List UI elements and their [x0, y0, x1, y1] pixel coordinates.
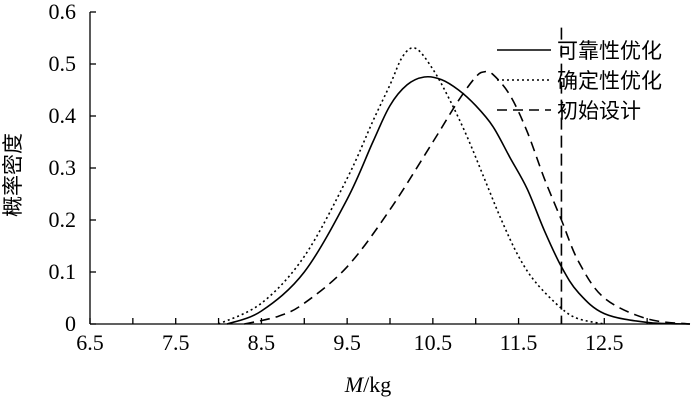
series-layer	[218, 47, 691, 325]
y-tick-label: 0.1	[49, 259, 77, 284]
y-tick-label: 0.2	[49, 207, 77, 232]
x-tick-label: 11.5	[500, 330, 538, 355]
y-tick-label: 0.3	[49, 155, 77, 180]
y-tick-label: 0.6	[49, 0, 77, 24]
x-axis-title-unit: /kg	[363, 372, 391, 397]
y-axis-title: 概率密度	[1, 133, 25, 217]
x-axis-title-symbol: M	[344, 372, 365, 397]
x-tick-label: 8.5	[248, 330, 276, 355]
axes: 0 0.1 0.2 0.3 0.4 0.5 0.6 6.5 7.5 8.5 9.5 10.5 11.5 1…	[49, 0, 690, 355]
y-tick-label: 0	[65, 311, 76, 336]
x-tick-label: 10.5	[414, 330, 453, 355]
series-line-1	[226, 75, 691, 325]
x-tick-label: 6.5	[76, 330, 104, 355]
legend-label-2: 确定性优化	[557, 69, 662, 93]
series-line-2	[218, 47, 605, 325]
y-tick-label: 0.4	[49, 103, 77, 128]
legend-label-3: 初始设计	[557, 99, 641, 123]
y-tick-label: 0.5	[49, 51, 77, 76]
x-axis-title: M/kg	[344, 372, 391, 397]
x-tick-label: 9.5	[333, 330, 361, 355]
x-tick-label: 12.5	[585, 330, 624, 355]
legend-label-1: 可靠性优化	[557, 39, 662, 63]
series-line-3	[244, 70, 691, 325]
x-tick-label: 7.5	[162, 330, 190, 355]
